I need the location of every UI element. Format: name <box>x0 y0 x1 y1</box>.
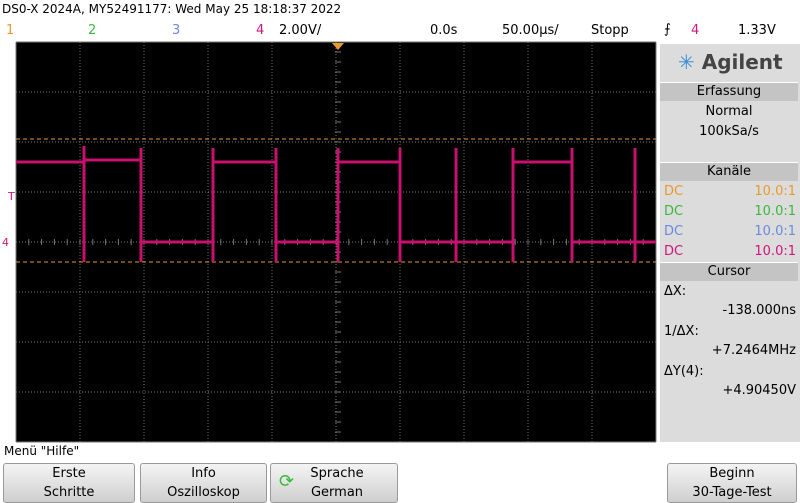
trigger-icon: ⨍ <box>664 22 671 37</box>
section-title: Kanäle <box>660 162 798 181</box>
softkey-line: Beginn <box>709 466 755 481</box>
scale: 2.00V/ <box>279 23 322 38</box>
channel-coupling: DC <box>664 244 684 259</box>
timebase: 50.00µs/ <box>502 23 559 38</box>
run-state: Stopp <box>591 23 629 38</box>
channel-probe: 10.0:1 <box>754 184 796 199</box>
channel-coupling: DC <box>664 184 684 199</box>
brand-text: Agilent <box>701 50 783 74</box>
channel-probe: 10.0:1 <box>754 224 796 239</box>
softkey-line: Sprache <box>310 466 364 481</box>
acq-rate: 100kSa/s <box>699 124 759 139</box>
grid <box>15 41 657 443</box>
ch-label[interactable]: 2 <box>88 23 97 38</box>
ground-marker: 4 <box>2 236 9 249</box>
cursor-label: ΔY(4): <box>664 364 704 379</box>
brand: ✳ Agilent <box>678 50 783 74</box>
cursor-value: +7.2464MHz <box>711 343 796 358</box>
ch-label[interactable]: 3 <box>172 23 181 38</box>
softkey-line: German <box>310 485 364 500</box>
cursor-label: ΔX: <box>664 284 687 299</box>
refresh-icon: ⟳ <box>279 471 295 492</box>
ch-label[interactable]: 4 <box>256 23 265 38</box>
trigger-level: 1.33V <box>738 23 776 38</box>
cursor-label: 1/ΔX: <box>664 324 699 339</box>
trigger-position <box>332 43 344 50</box>
delay: 0.0s <box>430 23 458 38</box>
menu-title: Menü "Hilfe" <box>4 444 80 458</box>
softkey[interactable]: ⟳ Sprache German <box>270 463 398 503</box>
title: DS0-X 2024A, MY52491177: Wed May 25 18:1… <box>2 2 342 16</box>
acq-mode: Normal <box>705 104 753 119</box>
trigger-source: 4 <box>691 23 700 38</box>
channel-probe: 10.0:1 <box>754 244 796 259</box>
channel-probe: 10.0:1 <box>754 204 796 219</box>
channel-coupling: DC <box>664 224 684 239</box>
section-title: Erfassung <box>660 82 798 101</box>
softkey[interactable]: Beginn 30-Tage-Test <box>667 463 797 503</box>
section-title: Cursor <box>660 262 798 281</box>
softkey-line: Erste <box>52 466 86 481</box>
softkey[interactable]: Info Oszilloskop <box>140 463 267 503</box>
softkey-line: Oszilloskop <box>167 485 240 500</box>
softkey-line: Info <box>191 466 216 481</box>
ch-label[interactable]: 1 <box>6 23 15 38</box>
channel-coupling: DC <box>664 204 684 219</box>
display: T 4 <box>2 41 657 443</box>
softkey-line: Schritte <box>43 485 95 500</box>
softkey-line: 30-Tage-Test <box>692 485 772 500</box>
softkey[interactable]: Erste Schritte <box>3 463 135 503</box>
cursor-value: +4.90450V <box>722 383 796 398</box>
cursor-value: -138.000ns <box>722 303 796 318</box>
waveform <box>16 146 656 262</box>
side-panel: ✳ Agilent Erfassung Normal 100kSa/s Kanä… <box>660 44 800 442</box>
trigger-marker: T <box>7 190 15 203</box>
